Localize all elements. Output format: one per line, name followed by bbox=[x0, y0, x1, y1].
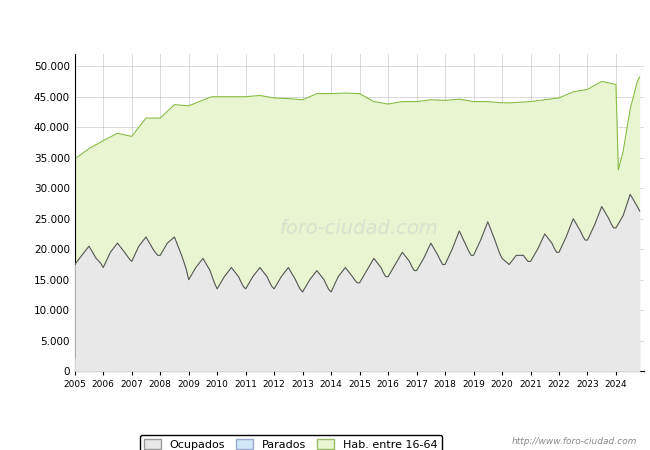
Legend: Ocupados, Parados, Hab. entre 16-64: Ocupados, Parados, Hab. entre 16-64 bbox=[140, 435, 442, 450]
Text: http://www.foro-ciudad.com: http://www.foro-ciudad.com bbox=[512, 436, 637, 446]
Text: Estepona - Evolucion de la poblacion en edad de Trabajar Noviembre de 2024: Estepona - Evolucion de la poblacion en … bbox=[95, 17, 555, 30]
Text: foro-ciudad.com: foro-ciudad.com bbox=[280, 219, 439, 238]
